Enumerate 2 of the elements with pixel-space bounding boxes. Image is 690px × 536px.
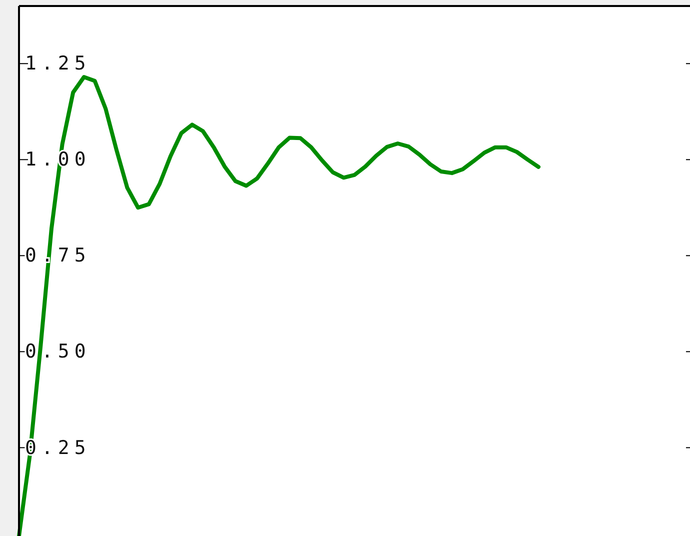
y-tick-label: 1.25: [25, 52, 91, 75]
line-series: [17, 75, 540, 536]
